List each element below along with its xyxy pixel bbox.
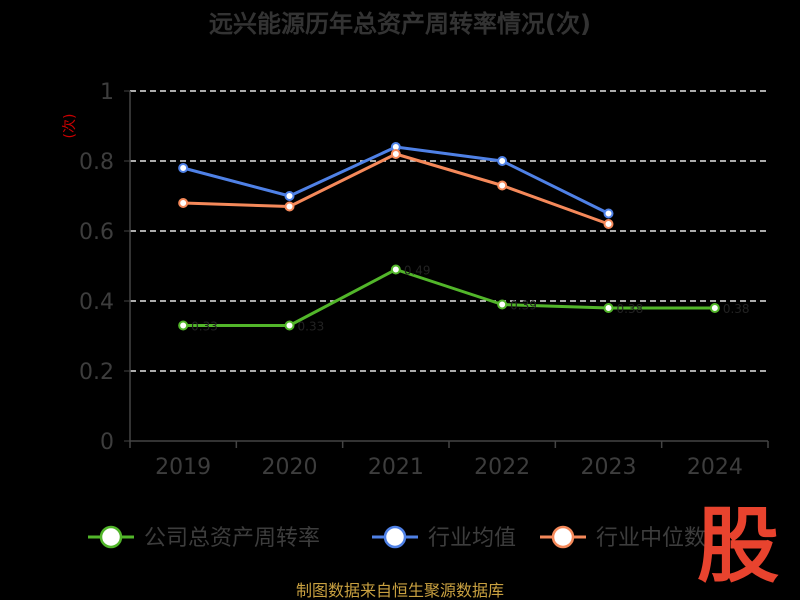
watermark-logo: 股 [697,499,779,594]
x-tick-label: 2020 [262,455,318,480]
data-point [284,320,295,331]
series-layer: 0.33 0.33 0.49 0.39 0.38 0.38 [178,142,750,334]
x-tick-label: 2024 [687,455,743,480]
data-point [284,191,295,201]
data-label: 0.39 [510,299,537,313]
data-point [284,201,295,212]
data-point [178,163,189,173]
x-tick-label: 2021 [368,455,424,480]
y-tick-label: 0.6 [79,220,114,245]
data-point [178,198,189,208]
data-point [603,303,614,313]
data-point [497,180,508,191]
y-tick-label: 0.2 [79,360,114,385]
data-point [497,299,508,310]
legend-marker [99,525,123,549]
data-label: 0.49 [404,264,431,278]
data-point [709,303,720,313]
data-label: 0.38 [723,302,750,316]
data-point [497,156,508,166]
data-point [603,219,614,229]
legend-label: 行业均值 [428,526,516,551]
data-point [603,208,614,219]
chart-title: 远兴能源历年总资产周转率情况(次) [209,10,591,38]
legend-item: 公司总资产周转率 [88,525,320,551]
legend-item: 行业中位数 [540,525,706,551]
y-tick-label: 0.8 [79,150,114,175]
y-tick-label: 0 [100,430,114,455]
y-tick-label: 0.4 [79,290,114,315]
x-tick-label: 2019 [155,455,211,480]
data-label: 0.33 [298,320,325,334]
legend-marker [551,525,575,549]
source-note: 制图数据来自恒生聚源数据库 [296,581,504,600]
legend-item: 行业均值 [372,525,516,551]
data-point [390,149,401,159]
data-point [390,264,401,275]
x-tick-label: 2022 [474,455,530,480]
legend-marker [383,525,407,549]
y-axis-label: (次) [62,114,78,139]
axis-layer: 0 0.2 0.4 0.6 0.8 1 2019 2020 2021 2022 2023 2024 [79,80,769,480]
y-tick-label: 1 [100,80,114,105]
series-line [181,268,717,327]
grid-layer [130,90,768,372]
legend-label: 行业中位数 [596,526,706,551]
data-point [178,320,189,331]
legend: 公司总资产周转率 行业均值 行业中位数 [88,525,706,551]
data-label: 0.33 [191,320,218,334]
series-line [181,152,610,226]
data-label: 0.38 [617,302,644,316]
legend-label: 公司总资产周转率 [144,526,320,551]
x-tick-label: 2023 [581,455,637,480]
